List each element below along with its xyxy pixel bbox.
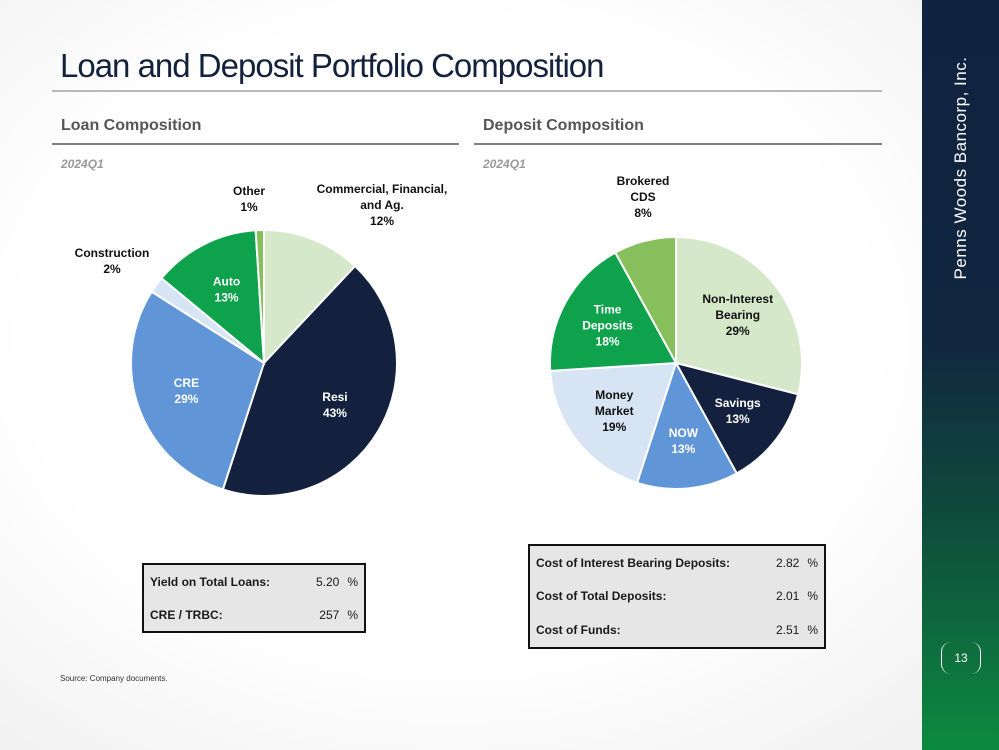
metric-row: Cost of Interest Bearing Deposits: 2.82%: [529, 545, 825, 580]
title-divider: [52, 90, 882, 92]
deposit-section-divider: [474, 143, 882, 145]
slide-title: Loan and Deposit Portfolio Composition: [60, 47, 605, 84]
deposit-period: 2024Q1: [483, 157, 526, 171]
metric-unit: %: [807, 556, 818, 571]
loan-slice-label: Construction 2%: [75, 246, 150, 276]
loan-slice-resi: [221, 264, 398, 497]
sidebar-band: [922, 0, 999, 750]
loan-slice-label: Resi 43%: [322, 390, 347, 420]
metric-row: Cost of Total Deposits: 2.01%: [529, 580, 825, 613]
deposit-slice-label: Non-Interest Bearing 29%: [702, 292, 773, 338]
metric-row: Yield on Total Loans: 5.20%: [143, 564, 365, 598]
metric-value: 5.20: [315, 574, 340, 589]
deposit-slice-money-market: [549, 361, 678, 485]
metric-unit: %: [807, 622, 818, 637]
metric-label: Yield on Total Loans:: [150, 574, 270, 589]
metric-row: Cost of Funds: 2.51%: [529, 613, 825, 648]
loan-section-heading: Loan Composition: [61, 117, 202, 134]
deposit-slice-label: Brokered CDS 8%: [617, 174, 670, 220]
metric-unit: %: [347, 607, 358, 622]
metric-label: Cost of Funds:: [536, 622, 621, 637]
deposit-slice-savings: [674, 361, 800, 475]
deposit-slice-brokered-cds: [613, 235, 677, 364]
loan-section-divider: [52, 143, 459, 145]
metric-value: 2.82: [775, 556, 800, 571]
loan-slice-label: CRE 29%: [174, 376, 199, 406]
metric-value: 2.51: [775, 622, 800, 637]
metric-value: 257: [319, 607, 340, 622]
loan-slice-label: Auto 13%: [213, 275, 240, 305]
deposit-slice-time-deposits: [549, 251, 678, 372]
loan-period: 2024Q1: [61, 157, 104, 171]
metric-label: Cost of Total Deposits:: [536, 589, 667, 604]
loan-metrics-table: Yield on Total Loans: 5.20% CRE / TRBC: 257…: [142, 563, 366, 633]
deposit-slice-now: [635, 360, 739, 490]
metric-label: CRE / TRBC:: [150, 607, 223, 622]
deposit-metrics-table: Cost of Interest Bearing Deposits: 2.82% C…: [528, 544, 826, 649]
metric-label: Cost of Interest Bearing Deposits:: [536, 556, 731, 571]
loan-slice-commercial-financial-and-ag: [263, 228, 357, 366]
deposit-slice-non-interest-bearing: [675, 235, 803, 396]
loan-slice-auto: [160, 229, 266, 366]
source-note: Source: Company documents.: [60, 674, 168, 683]
loan-slice-label: Commercial, Financial, and Ag. 12%: [317, 182, 448, 228]
loan-slice-label: Other 1%: [233, 184, 265, 214]
deposit-slice-label: Time Deposits 18%: [582, 302, 633, 348]
deposit-slice-label: NOW 13%: [669, 426, 699, 456]
metric-unit: %: [347, 574, 358, 589]
loan-slice-cre: [130, 290, 266, 491]
metric-unit: %: [807, 589, 818, 604]
deposit-section-heading: Deposit Composition: [483, 117, 644, 134]
deposit-slice-label: Money Market 19%: [595, 388, 634, 434]
deposit-slice-label: Savings 13%: [715, 396, 761, 426]
loan-slice-other: [254, 228, 265, 364]
metric-row: CRE / TRBC: 257%: [143, 598, 365, 632]
metric-value: 2.01: [775, 589, 800, 604]
company-name: Penns Woods Bancorp, Inc.: [951, 56, 970, 280]
page-number: 13: [941, 642, 981, 674]
